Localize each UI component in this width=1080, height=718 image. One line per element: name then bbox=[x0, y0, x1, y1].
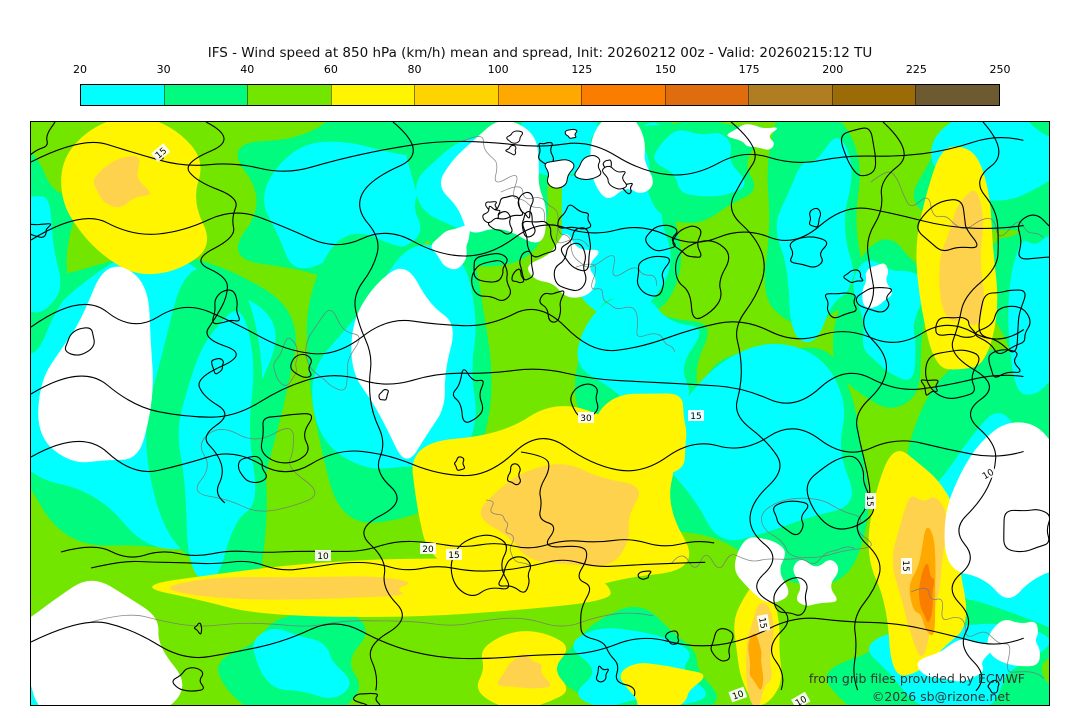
colorbar-segment bbox=[831, 85, 916, 105]
colorbar-segment bbox=[915, 85, 1000, 105]
colorbar bbox=[80, 84, 1000, 106]
contour-label: 10 bbox=[315, 550, 331, 562]
svg-text:15: 15 bbox=[448, 551, 459, 561]
attribution-copyright: ©2026 sb@rizone.net bbox=[871, 689, 1010, 704]
colorbar-tick: 60 bbox=[323, 63, 338, 76]
svg-text:15: 15 bbox=[690, 412, 701, 422]
colorbar-tick: 20 bbox=[73, 63, 87, 76]
svg-text:15: 15 bbox=[756, 617, 768, 630]
svg-text:20: 20 bbox=[422, 545, 434, 555]
colorbar-tick: 200 bbox=[822, 63, 844, 76]
contour-label: 15 bbox=[900, 558, 912, 574]
svg-text:10: 10 bbox=[731, 689, 745, 702]
colorbar-segment bbox=[330, 85, 415, 105]
contour-label: 15 bbox=[756, 614, 771, 632]
contour-label: 15 bbox=[864, 493, 876, 509]
colorbar-segment bbox=[581, 85, 665, 105]
svg-text:10: 10 bbox=[794, 695, 809, 705]
colorbar-segment bbox=[497, 85, 582, 105]
colorbar-tick: 30 bbox=[156, 63, 171, 76]
svg-text:15: 15 bbox=[900, 560, 910, 571]
contour-label: 15 bbox=[688, 410, 704, 422]
chart-title: IFS - Wind speed at 850 hPa (km/h) mean … bbox=[207, 45, 873, 61]
contour-label: 30 bbox=[578, 412, 594, 424]
colorbar-tick: 80 bbox=[407, 63, 422, 76]
colorbar-tick: 175 bbox=[738, 63, 760, 76]
colorbar-segment bbox=[247, 85, 331, 105]
colorbar-tick: 100 bbox=[487, 63, 509, 76]
colorbar-tick: 125 bbox=[571, 63, 593, 76]
weather-map: 15 10 20 15 30 15 15 15 10 15 10 10 bbox=[30, 121, 1050, 706]
contour-label: 15 bbox=[446, 549, 462, 561]
colorbar-segment bbox=[163, 85, 248, 105]
contour-label: 20 bbox=[420, 543, 436, 555]
contour-label: 10 bbox=[728, 686, 748, 703]
colorbar-segment bbox=[81, 85, 164, 105]
attribution-source: from grib files provided by ECMWF bbox=[808, 671, 1025, 686]
colorbar-tick: 250 bbox=[989, 63, 1011, 76]
contour-label: 10 bbox=[791, 691, 811, 705]
colorbar-tick: 225 bbox=[905, 63, 927, 76]
colorbar-segment bbox=[414, 85, 498, 105]
svg-text:15: 15 bbox=[864, 495, 874, 506]
colorbar-segment bbox=[748, 85, 832, 105]
colorbar-segment bbox=[664, 85, 749, 105]
svg-text:10: 10 bbox=[317, 552, 329, 562]
svg-text:30: 30 bbox=[580, 414, 592, 424]
colorbar-tick: 150 bbox=[654, 63, 676, 76]
colorbar-tick: 40 bbox=[240, 63, 255, 76]
